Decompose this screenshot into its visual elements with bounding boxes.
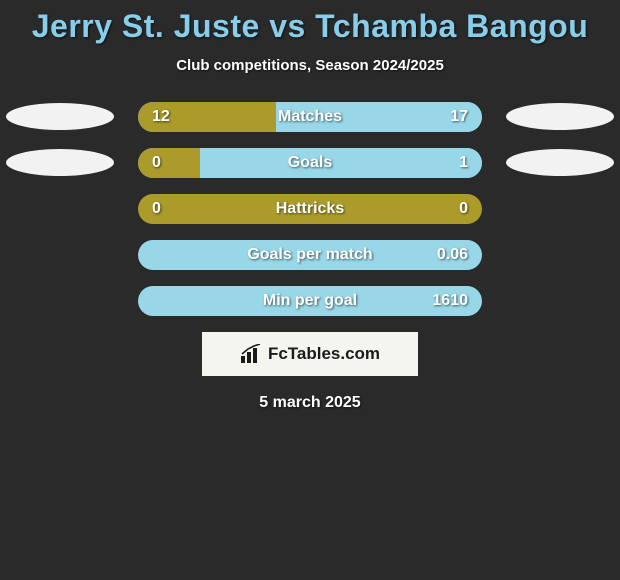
player2-marker [506,149,614,176]
stat-row: Matches12 17 [0,102,620,132]
player2-value: 0.06 [437,240,468,270]
stat-bar: Matches12 17 [138,102,482,132]
stat-label: Min per goal [138,286,482,316]
comparison-chart: Matches1217Goals01Hattricks00Goals per m… [0,102,620,316]
player1-marker [6,149,114,176]
stat-label: Matches [138,102,482,132]
stat-row: Goals0 1 [0,148,620,178]
player2-value: 1610 [432,286,468,316]
date-label: 5 march 2025 [0,394,620,412]
subtitle: Club competitions, Season 2024/2025 [0,57,620,74]
stat-row: Min per goal1610 [0,286,620,316]
player2-marker [506,103,614,130]
stat-row: Hattricks0 0 [0,194,620,224]
brand-text: FcTables.com [268,344,380,364]
chart-icon [240,344,262,364]
player1-value: 12 [152,102,170,132]
player1-value: 0 [152,148,161,178]
stat-bar: Goals0 1 [138,148,482,178]
stat-label: Goals per match [138,240,482,270]
page-title: Jerry St. Juste vs Tchamba Bangou [0,0,620,45]
stat-bar: Min per goal1610 [138,286,482,316]
stat-row: Goals per match0.06 [0,240,620,270]
player2-value: 1 [459,148,468,178]
stat-label: Hattricks [138,194,482,224]
brand-logo: FcTables.com [202,332,418,376]
stat-label: Goals [138,148,482,178]
player2-value: 0 [459,194,468,224]
stat-bar: Goals per match0.06 [138,240,482,270]
player1-value: 0 [152,194,161,224]
player2-value: 17 [450,102,468,132]
player1-marker [6,103,114,130]
stat-bar: Hattricks0 0 [138,194,482,224]
